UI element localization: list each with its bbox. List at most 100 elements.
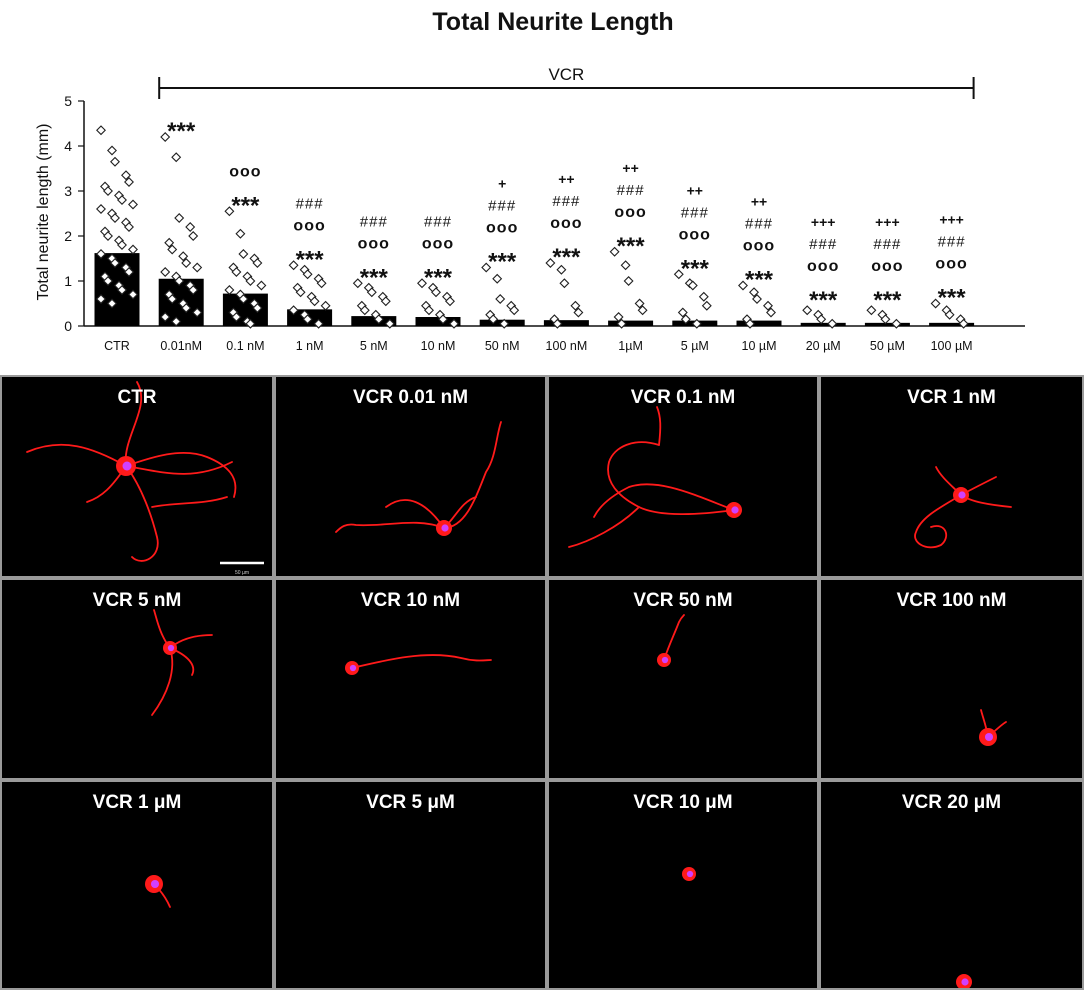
data-point <box>802 305 813 316</box>
nucleus <box>122 461 132 471</box>
annotation-mark: *** <box>745 267 774 294</box>
data-point <box>749 287 759 298</box>
data-point <box>609 246 620 257</box>
neuron-image: 50 µm <box>26 381 264 576</box>
data-point <box>930 298 941 309</box>
neurite <box>656 406 662 446</box>
data-point <box>701 300 712 311</box>
data-point <box>384 318 395 329</box>
annotation-mark: *** <box>424 264 453 291</box>
neuron-image <box>335 421 502 536</box>
micrograph-panel: VCR 1 μM <box>0 780 274 990</box>
data-point <box>252 258 263 268</box>
data-point <box>96 294 106 304</box>
y-tick-label: 4 <box>64 138 72 154</box>
data-point <box>117 285 127 295</box>
data-point <box>556 264 567 275</box>
micrograph-panel: VCR 100 nM <box>819 578 1084 780</box>
data-point <box>181 258 192 268</box>
data-point <box>224 285 235 295</box>
bar-13 <box>929 322 975 326</box>
panel-label: VCR 1 nM <box>907 387 996 408</box>
annotation-mark: ooo <box>679 226 711 243</box>
y-axis-label: Total neurite length (mm) <box>35 124 52 301</box>
micrograph-grid: 50 µm CTR VCR 0.01 nM VCR 0.1 nM VCR 1 nM VCR… <box>0 375 1084 990</box>
neurite <box>151 647 174 716</box>
annotation-mark: ++ <box>622 160 638 176</box>
data-point <box>235 228 246 239</box>
panel-label: VCR 0.1 nM <box>630 387 736 408</box>
neuron-image <box>345 654 492 675</box>
panel-label: VCR 0.01 nM <box>352 387 469 408</box>
data-point <box>103 231 113 241</box>
data-point <box>238 249 249 259</box>
data-point <box>691 318 702 329</box>
annotation-mark: ++ <box>558 171 574 187</box>
data-point <box>552 318 563 329</box>
data-point <box>880 314 891 325</box>
nucleus <box>984 732 994 742</box>
annotation-mark: *** <box>231 192 260 219</box>
annotation-mark: ### <box>873 236 901 253</box>
neurite-length-chart: Total Neurite Length VCR *** *** ooo *** ooo… <box>35 8 1025 353</box>
neurite <box>351 654 492 669</box>
neuron-image <box>657 614 685 667</box>
annotation-mark: ooo <box>935 256 967 273</box>
neurite <box>663 614 685 661</box>
data-point <box>192 307 203 318</box>
annotation-mark: *** <box>938 285 967 312</box>
panel-label: VCR 1 μM <box>92 792 182 813</box>
x-tick-label: 100 nM <box>546 339 588 353</box>
annotation-mark: *** <box>296 246 325 273</box>
data-point <box>238 294 249 304</box>
annotation-mark: ooo <box>293 217 325 234</box>
data-point <box>302 314 313 325</box>
data-point <box>620 260 631 271</box>
neurite <box>151 496 228 508</box>
data-point <box>738 280 748 291</box>
annotation-mark: ooo <box>871 258 903 275</box>
data-point <box>424 305 434 316</box>
bar-10 <box>736 320 782 326</box>
data-point <box>110 258 120 268</box>
data-point <box>110 213 120 223</box>
x-tick-labels: CTR 0.01nM 0.1 nM 1 nM 5 nM 10 nM 50 nM 100 nM 1… <box>104 339 972 353</box>
data-point <box>256 280 267 291</box>
y-tick-label: 5 <box>64 93 72 109</box>
data-point <box>174 213 185 223</box>
data-point <box>110 156 120 167</box>
data-point <box>637 305 648 316</box>
panel-label: VCR 50 nM <box>633 590 733 611</box>
nucleus <box>686 870 694 878</box>
micrograph-panel: VCR 10 nM <box>274 578 547 780</box>
data-point <box>103 276 113 286</box>
bar-5 <box>415 317 461 326</box>
data-point <box>316 278 327 289</box>
x-tick-label: 10 µM <box>742 339 777 353</box>
nucleus <box>958 491 966 499</box>
micrograph-panel: VCR 0.1 nM <box>547 375 819 578</box>
annotation-mark: ### <box>809 236 837 253</box>
data-point <box>366 287 377 298</box>
data-point <box>677 307 688 318</box>
data-point <box>288 305 299 316</box>
annotation-mark: ooo <box>422 235 454 252</box>
data-point <box>573 307 584 318</box>
annotation-mark: *** <box>167 118 196 145</box>
annotation-mark: ooo <box>614 204 646 221</box>
neuron-image <box>568 406 742 548</box>
data-point <box>766 307 776 318</box>
x-tick-label: 1 nM <box>296 339 324 353</box>
data-point <box>352 278 363 289</box>
micrograph-panel: VCR 5 μM <box>274 780 547 990</box>
x-tick-label: 0.01nM <box>160 339 202 353</box>
data-point <box>174 276 185 286</box>
data-point <box>188 285 199 295</box>
panel-label: VCR 10 nM <box>360 590 461 611</box>
data-point <box>107 298 117 309</box>
data-point <box>128 244 138 255</box>
annotation-mark: ### <box>681 204 709 221</box>
data-point <box>673 269 684 280</box>
neuron-image <box>979 709 1007 746</box>
bar-7 <box>543 320 589 326</box>
